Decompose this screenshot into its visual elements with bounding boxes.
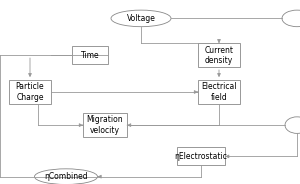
- Ellipse shape: [285, 117, 300, 133]
- Text: Electrical
field: Electrical field: [201, 82, 237, 102]
- FancyBboxPatch shape: [9, 80, 51, 104]
- Ellipse shape: [34, 169, 98, 184]
- Text: Time: Time: [81, 51, 99, 60]
- Text: ηCombined: ηCombined: [44, 172, 88, 181]
- Text: Current
density: Current density: [205, 45, 233, 65]
- Text: Voltage: Voltage: [127, 14, 155, 23]
- FancyBboxPatch shape: [83, 113, 127, 137]
- Ellipse shape: [111, 10, 171, 27]
- FancyBboxPatch shape: [72, 46, 108, 64]
- Text: Particle
Charge: Particle Charge: [16, 82, 44, 102]
- Text: Migration
velocity: Migration velocity: [87, 115, 123, 135]
- FancyBboxPatch shape: [177, 147, 225, 165]
- FancyBboxPatch shape: [198, 43, 240, 67]
- Ellipse shape: [282, 10, 300, 27]
- Text: ηElectrostatic: ηElectrostatic: [175, 152, 227, 161]
- FancyBboxPatch shape: [198, 80, 240, 104]
